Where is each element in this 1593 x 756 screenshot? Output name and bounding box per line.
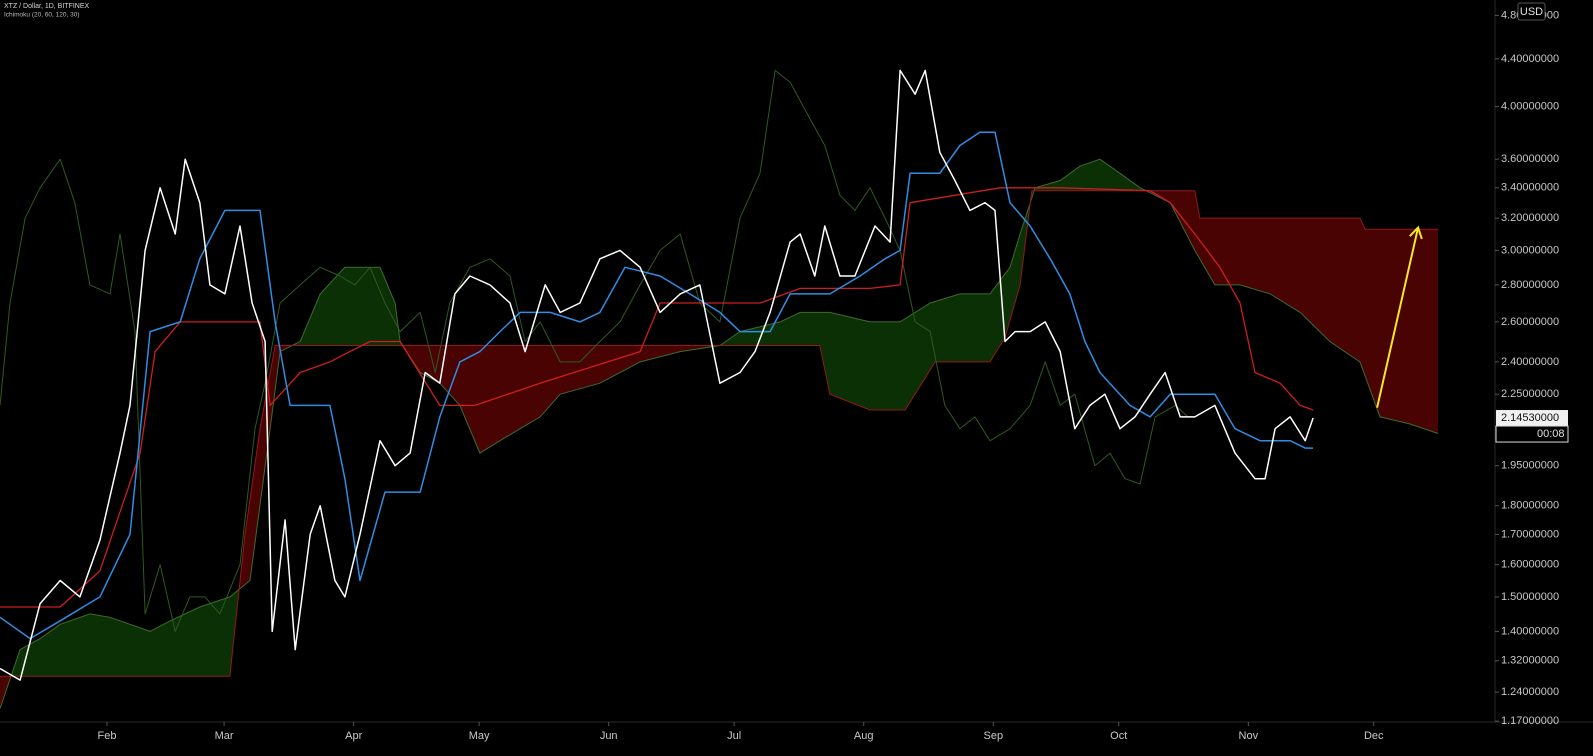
y-tick-label: 1.17000000 (1501, 715, 1559, 727)
indicator-label: Ichimoku (20, 60, 120, 30) (4, 12, 80, 19)
y-tick-label: 1.80000000 (1501, 500, 1559, 512)
y-tick-label: 3.40000000 (1501, 182, 1559, 194)
series-line (0, 187, 1314, 608)
y-tick-label: 3.20000000 (1501, 212, 1559, 224)
x-tick-label: Oct (1110, 730, 1127, 742)
x-tick-label: Apr (345, 730, 362, 742)
y-tick-label: 1.40000000 (1501, 625, 1559, 637)
y-tick-label: 2.80000000 (1501, 279, 1559, 291)
series-line (0, 69, 1189, 632)
x-tick-label: Feb (98, 730, 117, 742)
y-tick-label: 2.25000000 (1501, 388, 1559, 400)
y-tick-label: 4.40000000 (1501, 53, 1559, 65)
span-a-line (0, 158, 1439, 709)
plot-area (0, 69, 1439, 709)
x-tick-label: May (469, 730, 490, 742)
x-tick-label: Jun (600, 730, 618, 742)
currency-box[interactable] (1517, 2, 1546, 21)
y-tick-label: 1.70000000 (1501, 528, 1559, 540)
series-line (0, 131, 1314, 640)
axes: 4.800000004.400000004.000000003.60000000… (98, 9, 1569, 742)
y-tick-label: 1.32000000 (1501, 655, 1559, 667)
y-tick-label: 1.60000000 (1501, 559, 1559, 571)
currency-label[interactable]: USD (1520, 6, 1543, 18)
projection-arrow (1376, 227, 1420, 408)
span-b-line (0, 190, 1439, 677)
x-tick-label: Mar (215, 730, 234, 742)
x-tick-label: Dec (1364, 730, 1384, 742)
y-tick-label: 1.50000000 (1501, 591, 1559, 603)
x-tick-label: Nov (1239, 730, 1259, 742)
countdown-box (1495, 425, 1569, 443)
chart-title: XTZ / Dollar, 1D, BITFINEX (4, 3, 90, 10)
arrow-head (1409, 225, 1423, 240)
x-tick-label: Jul (727, 730, 741, 742)
y-tick-label: 1.95000000 (1501, 460, 1559, 472)
cloud-bullish (0, 159, 1439, 677)
series-line (0, 69, 1314, 681)
y-tick-label: 3.00000000 (1501, 244, 1559, 256)
x-tick-label: Aug (854, 730, 874, 742)
y-tick-label: 2.60000000 (1501, 316, 1559, 328)
x-tick-label: Sep (984, 730, 1004, 742)
y-tick-label: 4.00000000 (1501, 100, 1559, 112)
last-price-box (1496, 410, 1568, 427)
countdown-label: 00:08 (1537, 428, 1565, 440)
y-tick-label: 1.24000000 (1501, 686, 1559, 698)
y-tick-label: 3.60000000 (1501, 153, 1559, 165)
y-tick-label: 2.40000000 (1501, 356, 1559, 368)
last-price-label: 2.14530000 (1501, 412, 1559, 424)
